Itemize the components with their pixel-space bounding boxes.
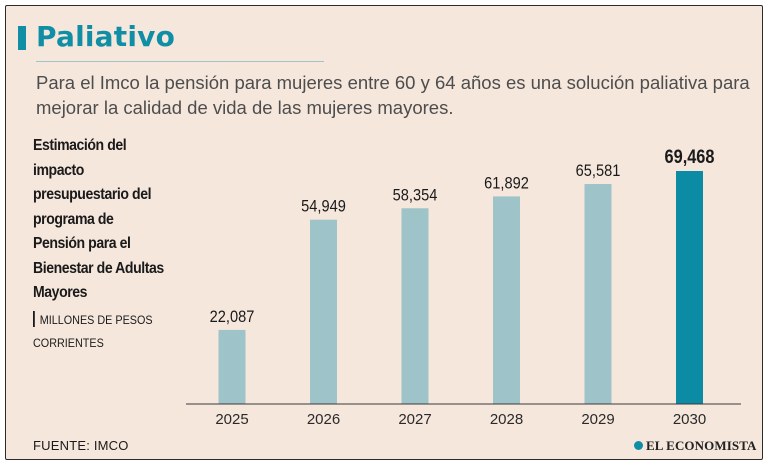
data-label-2025: 22,087 (210, 308, 255, 326)
infographic-panel: Paliativo Para el Imco la pensión para m… (5, 5, 763, 460)
brand-name: EL ECONOMISTA (646, 438, 757, 453)
x-tick-2026: 2026 (307, 411, 340, 428)
bar-2028 (493, 196, 520, 404)
units-label: MILLONES DE PESOS CORRIENTES (33, 313, 153, 350)
x-tick-2027: 2027 (398, 411, 431, 428)
units-note: MILLONES DE PESOS CORRIENTES (33, 309, 168, 355)
data-label-2027: 58,354 (393, 186, 438, 204)
brand-icon (634, 441, 643, 450)
bar-2027 (401, 208, 429, 404)
x-tick-2028: 2028 (490, 411, 523, 428)
x-tick-2025: 2025 (215, 411, 248, 428)
data-label-2026: 54,949 (301, 198, 346, 216)
source-note: FUENTE: IMCO (33, 438, 129, 453)
bar-2026 (310, 219, 337, 404)
subtitle: Para el Imco la pensión para mujeres ent… (36, 72, 750, 118)
data-label-2028: 61,892 (484, 174, 529, 192)
bar-chart: 22,087 2025 54,949 2026 58,354 2027 61,892 2028… (186, 146, 741, 428)
x-tick-2030: 2030 (673, 411, 706, 428)
title-accent-bar (18, 26, 26, 50)
units-divider (33, 311, 35, 327)
data-label-2030: 69,468 (665, 146, 715, 167)
chart-heading: Estimación del impacto presupuestario de… (33, 137, 164, 301)
brand-logo: EL ECONOMISTA (634, 438, 757, 454)
data-label-2029: 65,581 (576, 162, 621, 180)
x-tick-2029: 2029 (581, 411, 614, 428)
page-title: Paliativo (36, 20, 176, 53)
bar-2025 (218, 329, 246, 404)
bar-2029 (584, 184, 612, 404)
title-divider (36, 61, 324, 62)
bar-2030 (676, 171, 703, 404)
